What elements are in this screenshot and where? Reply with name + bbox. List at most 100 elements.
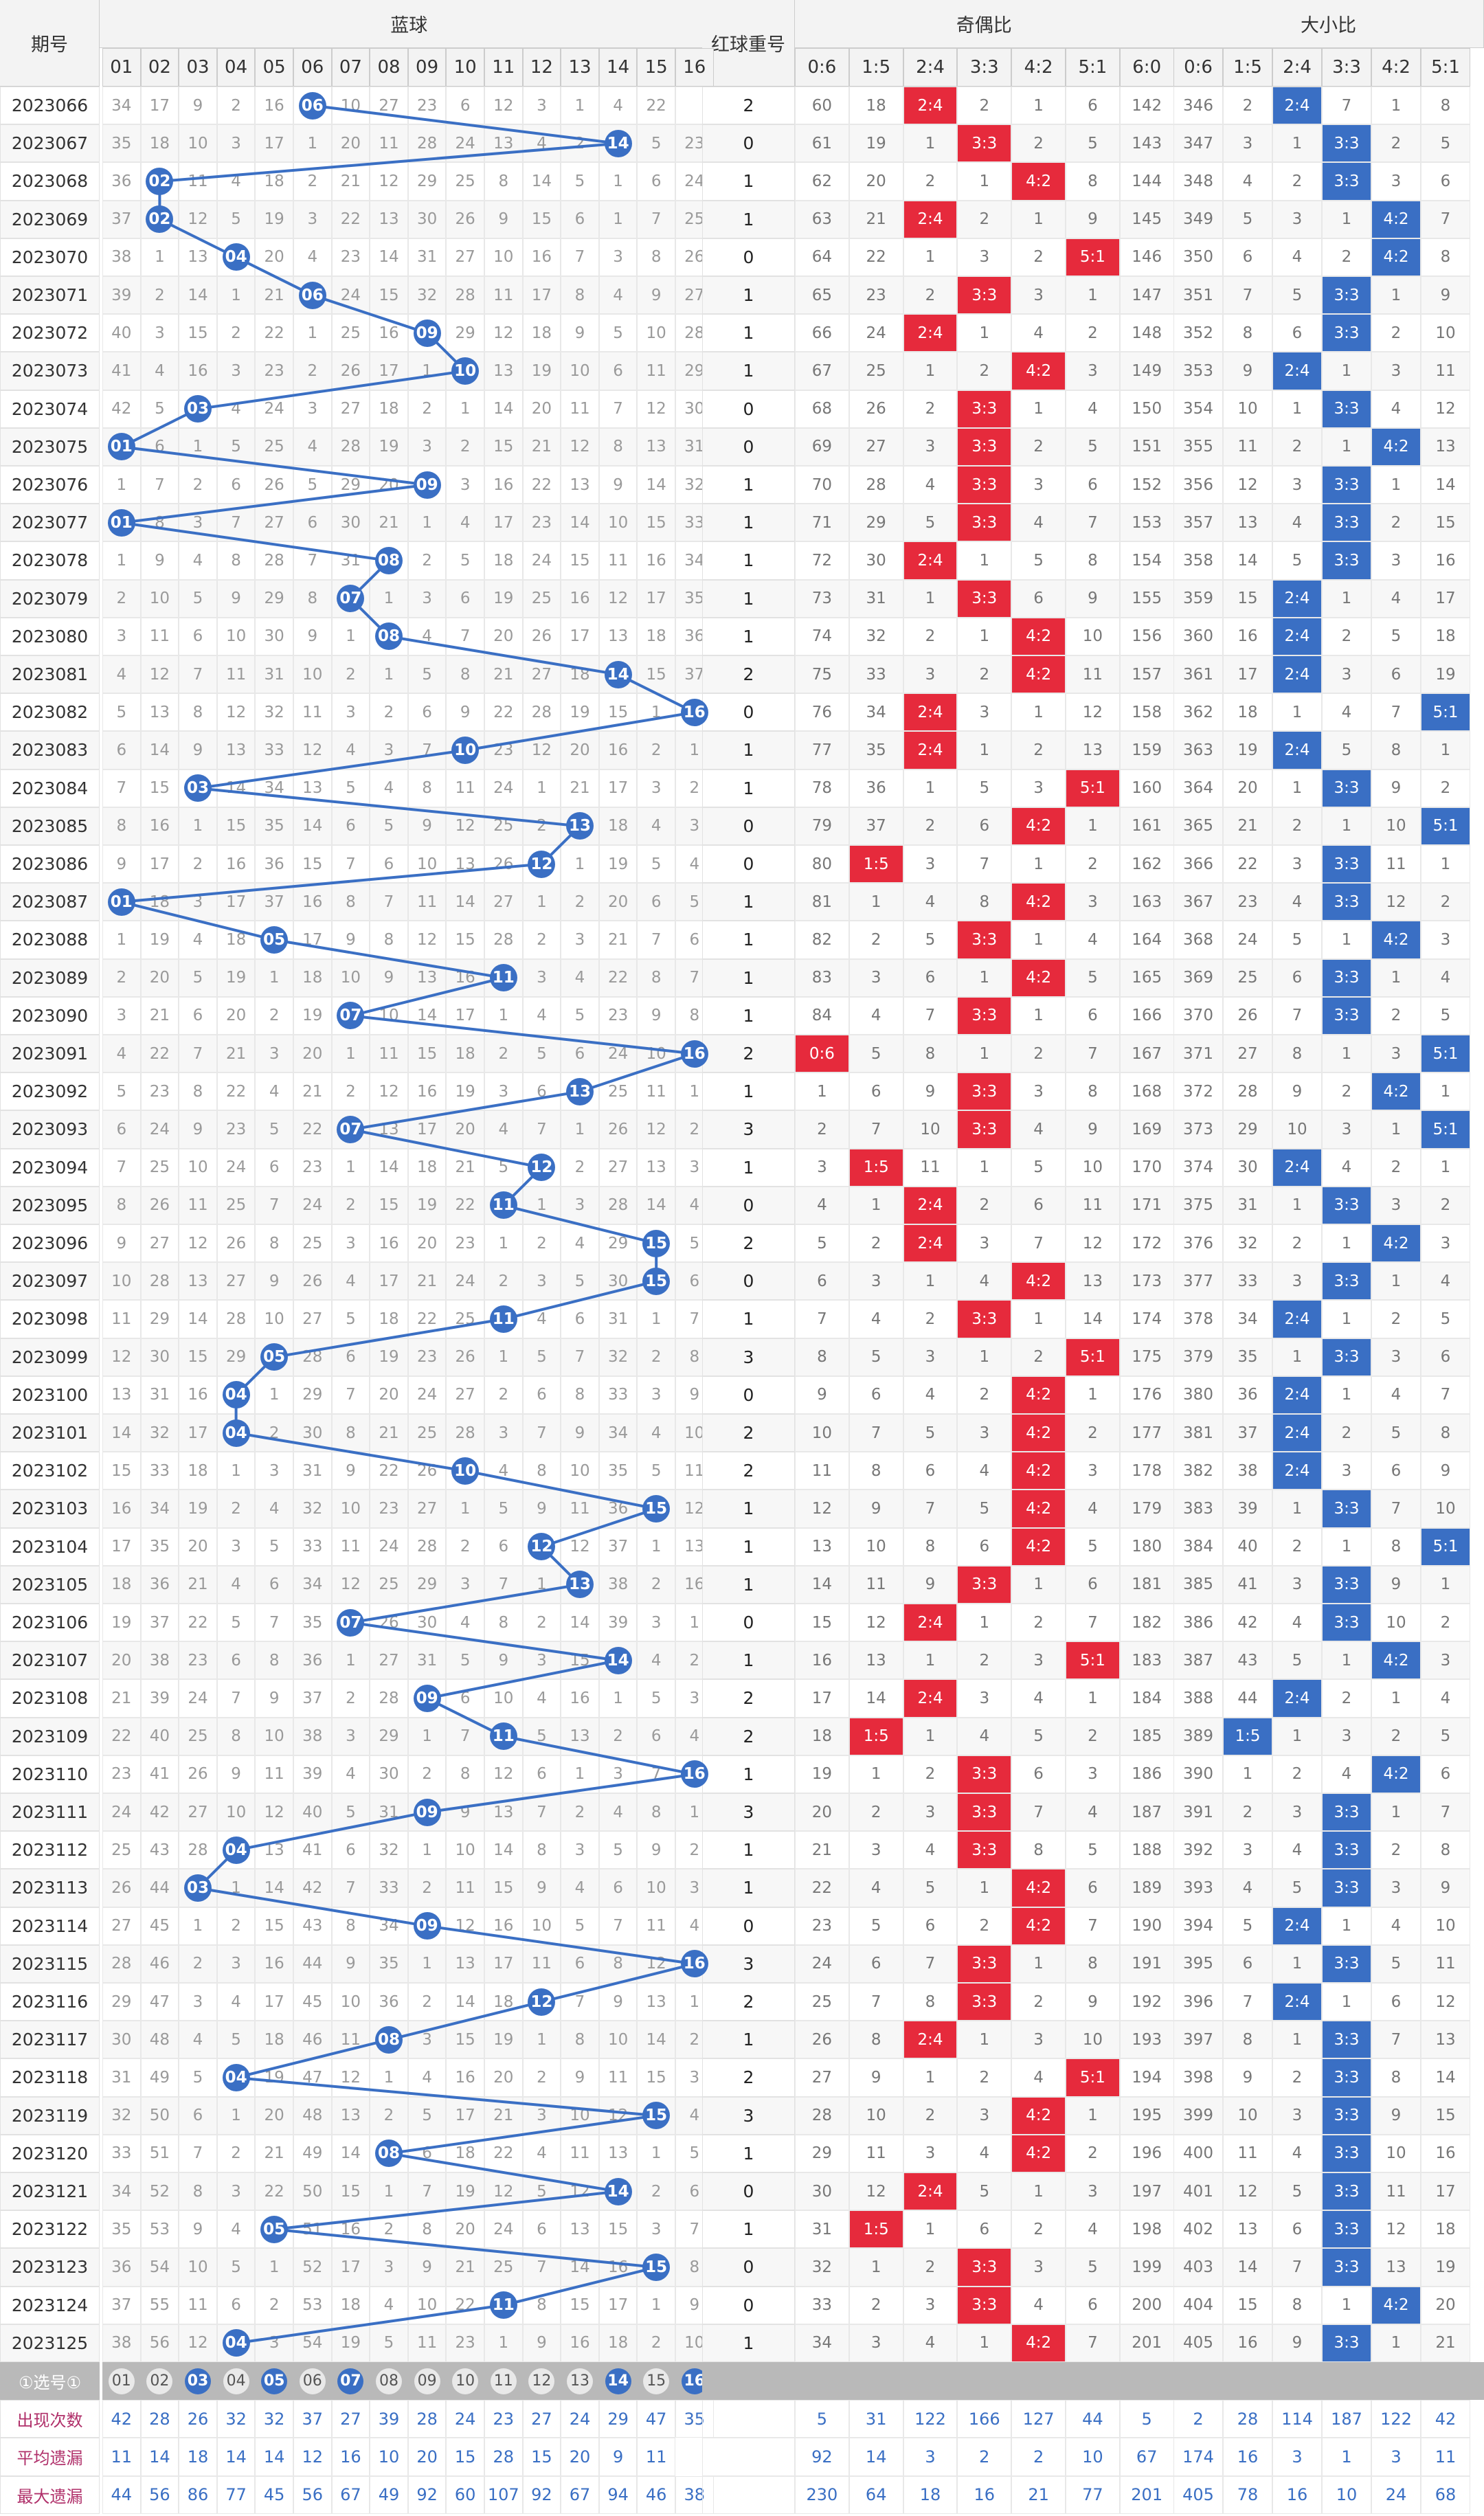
blue-hit-marker: 08: [375, 2025, 403, 2054]
stats-blue-cell: 11: [637, 2438, 675, 2476]
stats-blue-cell: 20: [407, 2438, 447, 2476]
stats-blue-cell: 9: [598, 2438, 638, 2476]
blue-miss-cell: 10: [293, 655, 332, 694]
big-small-miss-cell: 12: [1223, 466, 1272, 504]
stats-blue-cell: 20: [561, 2438, 599, 2476]
big-small-miss-cell: 6: [1371, 655, 1421, 694]
odd-even-miss-cell: 9: [1066, 200, 1120, 238]
stats-label: 最大遗漏: [0, 2475, 100, 2514]
blue-miss-cell: 6: [446, 579, 484, 618]
blue-hit-marker: 16: [680, 1760, 708, 1788]
stats-odd-even-cell: 127: [1011, 2400, 1066, 2438]
big-small-miss-cell: 3: [1272, 466, 1322, 504]
blue-miss-cell: 1: [179, 427, 217, 466]
odd-even-miss-cell: 30: [848, 541, 903, 580]
blue-hit-marker: 03: [184, 395, 212, 423]
red-repeat-cell: 1: [702, 541, 795, 580]
stats-blue-cell: 45: [255, 2475, 293, 2514]
red-repeat-cell: 0: [702, 124, 795, 163]
red-repeat-cell: 1: [702, 579, 795, 618]
big-small-miss-cell: 4: [1272, 504, 1322, 542]
odd-even-ratio-header: 奇偶比: [795, 0, 1174, 48]
blue-miss-cell: 2: [407, 541, 447, 580]
blue-miss-cell: 14: [216, 769, 256, 807]
stats-odd-even-cell: 18: [903, 2475, 958, 2514]
blue-number-header: 07: [331, 48, 370, 87]
blue-miss-cell: 8: [561, 276, 599, 315]
big-small-ratio-header: 大小比: [1173, 0, 1484, 48]
blue-miss-cell: 14: [370, 238, 408, 276]
blue-miss-cell: 12: [598, 579, 638, 618]
stats-big-small-cell: 405: [1173, 2475, 1223, 2514]
big-small-ratio-label: 5:1: [1421, 48, 1470, 87]
blue-miss-cell: 3: [140, 314, 179, 352]
blue-miss-cell: 11: [637, 352, 675, 390]
big-small-miss-cell: 2: [1322, 617, 1371, 655]
big-small-hit-cell: 4:2: [1371, 200, 1421, 238]
big-small-miss-cell: 13: [1223, 504, 1272, 542]
stats-blue-cell: 10: [370, 2438, 408, 2476]
big-small-miss-cell: 10: [1421, 314, 1470, 352]
blue-miss-cell: 24: [331, 276, 370, 315]
stats-blue-cell: 15: [446, 2438, 484, 2476]
blue-miss-cell: 2: [331, 655, 370, 694]
odd-even-miss-cell: 69: [795, 427, 849, 466]
blue-miss-cell: 1: [331, 617, 370, 655]
blue-miss-cell: 19: [561, 693, 599, 732]
blue-miss-cell: 9: [598, 466, 638, 504]
big-small-miss-cell: 7: [1421, 200, 1470, 238]
blue-miss-cell: 26: [522, 617, 561, 655]
big-small-miss-cell: 18: [1421, 617, 1470, 655]
blue-miss-cell: 19: [484, 579, 523, 618]
stats-odd-even-cell: 10: [1066, 2438, 1120, 2476]
odd-even-miss-cell: 12: [1066, 693, 1120, 732]
odd-even-ratio-label: 6:0: [1119, 48, 1174, 87]
big-small-miss-cell: 19: [1421, 655, 1470, 694]
big-small-miss-cell: 9: [1421, 276, 1470, 315]
blue-miss-cell: 10: [561, 352, 599, 390]
blue-number-header: 14: [598, 48, 638, 87]
blue-miss-cell: 15: [179, 314, 217, 352]
period-cell: 2023077: [0, 504, 100, 542]
stats-repeat-cell: [702, 2438, 795, 2476]
odd-even-hit-cell: 5:1: [1066, 238, 1120, 276]
stats-blue-cell: 23: [484, 2400, 523, 2438]
odd-even-miss-cell: 33: [848, 655, 903, 694]
blue-miss-cell: 16: [561, 579, 599, 618]
odd-even-miss-cell: 2: [903, 276, 958, 315]
big-small-miss-cell: 360: [1173, 617, 1223, 655]
blue-miss-cell: 16: [484, 466, 523, 504]
blue-miss-cell: 20: [370, 466, 408, 504]
odd-even-miss-cell: 1: [903, 238, 958, 276]
blue-hit-marker: 09: [413, 471, 441, 499]
blue-miss-cell: 16: [637, 541, 675, 580]
blue-miss-cell: 22: [484, 693, 523, 732]
stats-big-small-cell: 2: [1173, 2400, 1223, 2438]
red-repeat-cell: 2: [702, 655, 795, 694]
odd-even-miss-cell: 1: [903, 124, 958, 163]
blue-miss-cell: 3: [407, 427, 447, 466]
blue-miss-cell: 42: [102, 390, 141, 428]
selector-ball: 09: [414, 2368, 440, 2394]
blue-hit-marker: 04: [222, 2329, 250, 2357]
big-small-hit-cell: 3:3: [1322, 466, 1371, 504]
blue-miss-cell: 24: [522, 541, 561, 580]
big-small-miss-cell: 11: [1223, 427, 1272, 466]
period-cell: 2023068: [0, 162, 100, 201]
stats-odd-even-cell: 5: [795, 2400, 849, 2438]
odd-even-miss-cell: 18: [848, 87, 903, 125]
big-small-miss-cell: 3: [1371, 541, 1421, 580]
odd-even-miss-cell: 152: [1119, 466, 1174, 504]
big-small-miss-cell: 14: [1223, 541, 1272, 580]
blue-miss-cell: 1: [407, 504, 447, 542]
stats-big-small-cell: 3: [1371, 2438, 1421, 2476]
big-small-miss-cell: 1: [1371, 466, 1421, 504]
odd-even-miss-cell: 1: [903, 579, 958, 618]
blue-miss-cell: 3: [637, 769, 675, 807]
stats-blue-cell: 92: [407, 2475, 447, 2514]
blue-miss-cell: 33: [255, 731, 293, 770]
odd-even-miss-cell: 3: [957, 238, 1012, 276]
big-small-miss-cell: 4: [1371, 579, 1421, 618]
big-small-miss-cell: 11: [1421, 352, 1470, 390]
period-cell: 2023084: [0, 769, 100, 807]
